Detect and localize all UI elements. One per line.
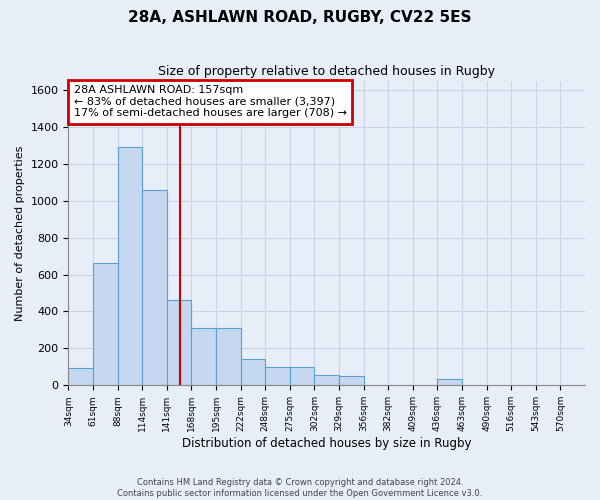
Bar bbox=[93, 262, 118, 386]
Bar bbox=[290, 367, 314, 386]
Bar bbox=[167, 300, 191, 386]
X-axis label: Distribution of detached houses by size in Rugby: Distribution of detached houses by size … bbox=[182, 437, 472, 450]
Bar bbox=[118, 147, 142, 386]
Bar bbox=[339, 376, 364, 386]
Bar bbox=[68, 368, 93, 386]
Title: Size of property relative to detached houses in Rugby: Size of property relative to detached ho… bbox=[158, 65, 495, 78]
Bar bbox=[241, 358, 265, 386]
Bar bbox=[437, 379, 462, 386]
Bar bbox=[265, 367, 290, 386]
Text: Contains HM Land Registry data © Crown copyright and database right 2024.
Contai: Contains HM Land Registry data © Crown c… bbox=[118, 478, 482, 498]
Text: 28A ASHLAWN ROAD: 157sqm
← 83% of detached houses are smaller (3,397)
17% of sem: 28A ASHLAWN ROAD: 157sqm ← 83% of detach… bbox=[74, 85, 347, 118]
Bar bbox=[142, 190, 167, 386]
Y-axis label: Number of detached properties: Number of detached properties bbox=[15, 146, 25, 320]
Bar bbox=[314, 375, 339, 386]
Text: 28A, ASHLAWN ROAD, RUGBY, CV22 5ES: 28A, ASHLAWN ROAD, RUGBY, CV22 5ES bbox=[128, 10, 472, 25]
Bar bbox=[216, 328, 241, 386]
Bar bbox=[191, 328, 216, 386]
